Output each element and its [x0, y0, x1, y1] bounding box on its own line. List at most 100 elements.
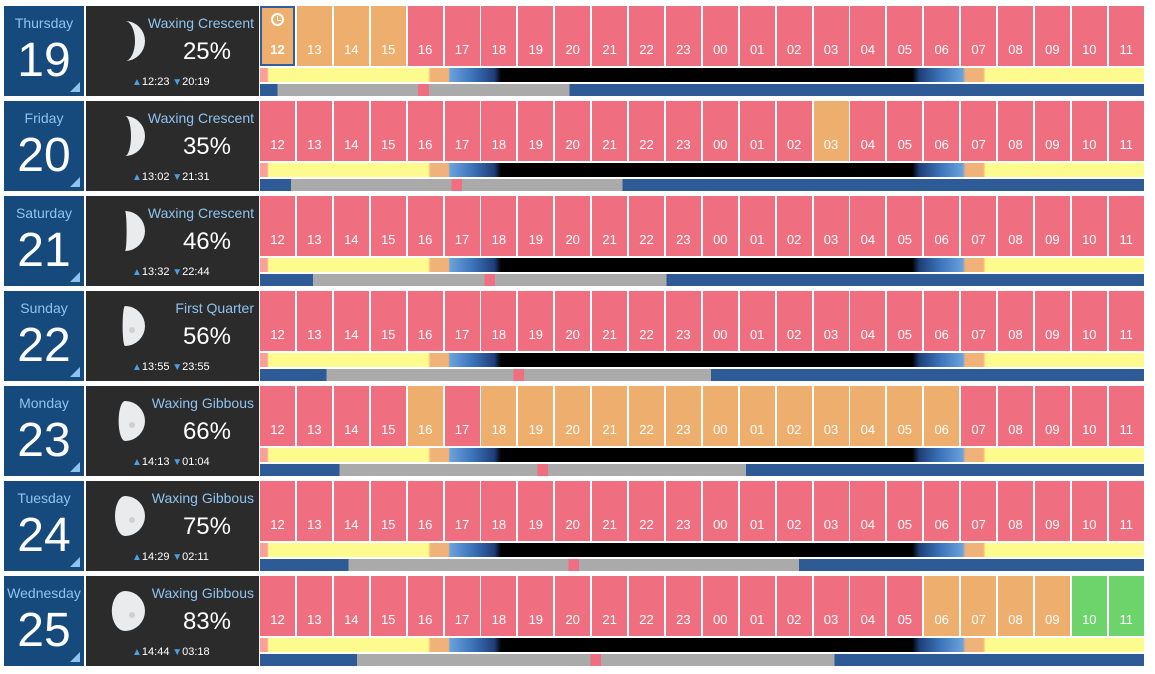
hour-cell[interactable]: 17: [444, 196, 480, 256]
hour-cell[interactable]: 14: [333, 291, 369, 351]
hour-cell[interactable]: 19: [518, 196, 554, 256]
hour-cell[interactable]: 02: [776, 386, 812, 446]
hour-cell[interactable]: 02: [776, 291, 812, 351]
hour-cell[interactable]: 04: [850, 6, 886, 66]
hour-cell[interactable]: 20: [555, 576, 591, 636]
hour-cell[interactable]: 07: [961, 101, 997, 161]
hour-cell[interactable]: 12: [260, 576, 295, 636]
hour-cell[interactable]: 23: [665, 101, 701, 161]
hour-cell[interactable]: 21: [592, 196, 628, 256]
hour-cell[interactable]: 22: [629, 481, 664, 541]
hour-cell[interactable]: 09: [1034, 101, 1070, 161]
hour-cell[interactable]: 06: [924, 101, 960, 161]
hour-cell[interactable]: 17: [444, 386, 480, 446]
hour-cell[interactable]: 21: [592, 101, 628, 161]
day-date-button[interactable]: Thursday 19: [4, 6, 84, 96]
hour-cell[interactable]: 07: [961, 196, 997, 256]
hour-cell[interactable]: 23: [665, 386, 701, 446]
hour-cell[interactable]: 18: [481, 291, 517, 351]
hour-cell[interactable]: 15: [370, 196, 406, 256]
hour-cell[interactable]: 02: [776, 196, 812, 256]
hour-cell[interactable]: 12: [260, 6, 295, 66]
hour-cell[interactable]: 14: [333, 101, 369, 161]
hour-cell[interactable]: 21: [592, 576, 628, 636]
hour-cell[interactable]: 23: [665, 291, 701, 351]
hour-cell[interactable]: 17: [444, 481, 480, 541]
day-date-button[interactable]: Tuesday 24: [4, 481, 84, 571]
hour-cell[interactable]: 13: [296, 101, 332, 161]
hour-cell[interactable]: 13: [296, 386, 332, 446]
day-date-button[interactable]: Monday 23: [4, 386, 84, 476]
hour-cell[interactable]: 11: [1108, 481, 1144, 541]
hour-cell[interactable]: 09: [1034, 576, 1070, 636]
hour-cell[interactable]: 03: [813, 386, 849, 446]
hour-cell[interactable]: 06: [924, 386, 960, 446]
hour-cell[interactable]: 02: [776, 481, 812, 541]
hour-cell[interactable]: 20: [555, 291, 591, 351]
hour-cell[interactable]: 03: [813, 291, 849, 351]
hour-cell[interactable]: 01: [739, 291, 775, 351]
hour-cell[interactable]: 16: [407, 101, 443, 161]
hour-cell[interactable]: 19: [518, 481, 554, 541]
hour-cell[interactable]: 09: [1034, 481, 1070, 541]
hour-cell[interactable]: 21: [592, 386, 628, 446]
hour-cell[interactable]: 11: [1108, 386, 1144, 446]
hour-cell[interactable]: 08: [998, 576, 1033, 636]
hour-cell[interactable]: 21: [592, 291, 628, 351]
hour-cell[interactable]: 06: [924, 481, 960, 541]
hour-cell[interactable]: 08: [998, 196, 1033, 256]
hour-cell[interactable]: 09: [1034, 6, 1070, 66]
hour-cell[interactable]: 19: [518, 291, 554, 351]
hour-cell[interactable]: 01: [739, 386, 775, 446]
hour-cell[interactable]: 01: [739, 196, 775, 256]
hour-cell[interactable]: 12: [260, 481, 295, 541]
hour-cell[interactable]: 03: [813, 6, 849, 66]
hour-cell[interactable]: 13: [296, 196, 332, 256]
hour-cell[interactable]: 11: [1108, 196, 1144, 256]
hour-cell[interactable]: 08: [998, 291, 1033, 351]
hour-cell[interactable]: 10: [1071, 291, 1107, 351]
hour-cell[interactable]: 04: [850, 386, 886, 446]
hour-cell[interactable]: 16: [407, 6, 443, 66]
hour-cell[interactable]: 10: [1071, 6, 1107, 66]
expand-corner-icon[interactable]: [70, 177, 80, 187]
hour-cell[interactable]: 00: [702, 386, 738, 446]
hour-cell[interactable]: 14: [333, 6, 369, 66]
hour-cell[interactable]: 10: [1071, 196, 1107, 256]
hour-cell[interactable]: 16: [407, 196, 443, 256]
expand-corner-icon[interactable]: [70, 557, 80, 567]
day-date-button[interactable]: Saturday 21: [4, 196, 84, 286]
hour-cell[interactable]: 13: [296, 576, 332, 636]
hour-cell[interactable]: 17: [444, 291, 480, 351]
hour-cell[interactable]: 11: [1108, 6, 1144, 66]
hour-cell[interactable]: 13: [296, 481, 332, 541]
hour-cell[interactable]: 16: [407, 386, 443, 446]
hour-cell[interactable]: 06: [924, 576, 960, 636]
hour-cell[interactable]: 11: [1108, 291, 1144, 351]
hour-cell[interactable]: 00: [702, 196, 738, 256]
hour-cell[interactable]: 18: [481, 196, 517, 256]
hour-cell[interactable]: 20: [555, 481, 591, 541]
hour-cell[interactable]: 07: [961, 291, 997, 351]
hour-cell[interactable]: 14: [333, 481, 369, 541]
expand-corner-icon[interactable]: [70, 652, 80, 662]
hour-cell[interactable]: 12: [260, 291, 295, 351]
hour-cell[interactable]: 14: [333, 196, 369, 256]
hour-cell[interactable]: 05: [887, 101, 923, 161]
hour-cell[interactable]: 23: [665, 481, 701, 541]
hour-cell[interactable]: 04: [850, 291, 886, 351]
hour-cell[interactable]: 10: [1071, 576, 1107, 636]
hour-cell[interactable]: 13: [296, 291, 332, 351]
hour-cell[interactable]: 06: [924, 6, 960, 66]
hour-cell[interactable]: 08: [998, 386, 1033, 446]
hour-cell[interactable]: 23: [665, 576, 701, 636]
hour-cell[interactable]: 16: [407, 576, 443, 636]
hour-cell[interactable]: 20: [555, 6, 591, 66]
hour-cell[interactable]: 22: [629, 6, 664, 66]
hour-cell[interactable]: 00: [702, 481, 738, 541]
hour-cell[interactable]: 03: [813, 576, 849, 636]
expand-corner-icon[interactable]: [70, 82, 80, 92]
hour-cell[interactable]: 05: [887, 6, 923, 66]
expand-corner-icon[interactable]: [70, 462, 80, 472]
expand-corner-icon[interactable]: [70, 272, 80, 282]
